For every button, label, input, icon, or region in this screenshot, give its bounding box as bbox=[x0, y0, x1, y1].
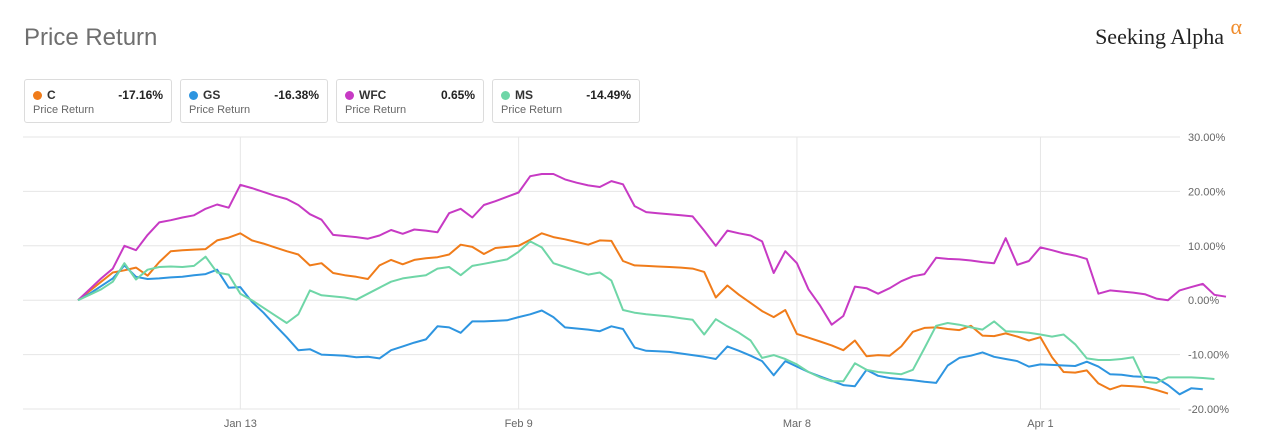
series-color-dot-icon bbox=[189, 91, 198, 100]
legend: C -17.16% Price Return GS -16.38% Price … bbox=[24, 79, 640, 123]
y-tick-label: -20.00% bbox=[1188, 404, 1229, 416]
y-tick-label: 30.00% bbox=[1188, 132, 1226, 144]
series-line-gs bbox=[77, 264, 1203, 396]
y-tick-label: -10.00% bbox=[1188, 350, 1229, 362]
legend-metric: Price Return bbox=[345, 104, 407, 116]
series-line-c bbox=[77, 232, 1169, 395]
alpha-logo-mark: α bbox=[1230, 14, 1242, 39]
legend-card-gs[interactable]: GS -16.38% Price Return bbox=[180, 79, 328, 123]
legend-card-c[interactable]: C -17.16% Price Return bbox=[24, 79, 172, 123]
legend-metric: Price Return bbox=[33, 104, 95, 116]
x-tick-label: Mar 8 bbox=[783, 418, 811, 430]
legend-value: -17.16% bbox=[118, 88, 163, 102]
x-tick-label: Apr 1 bbox=[1027, 418, 1053, 430]
page-title: Price Return bbox=[24, 24, 158, 51]
legend-card-ms[interactable]: MS -14.49% Price Return bbox=[492, 79, 640, 123]
legend-card-wfc[interactable]: WFC 0.65% Price Return bbox=[336, 79, 484, 123]
legend-value: -16.38% bbox=[274, 88, 319, 102]
legend-ticker: WFC bbox=[359, 88, 387, 102]
series-line-ms bbox=[77, 240, 1215, 384]
series-color-dot-icon bbox=[345, 91, 354, 100]
legend-ticker: GS bbox=[203, 88, 221, 102]
y-tick-label: 0.00% bbox=[1188, 295, 1219, 307]
x-tick-label: Feb 9 bbox=[505, 418, 533, 430]
legend-metric: Price Return bbox=[189, 104, 251, 116]
legend-value: 0.65% bbox=[440, 88, 475, 102]
legend-metric: Price Return bbox=[501, 104, 563, 116]
series-color-dot-icon bbox=[501, 91, 510, 100]
legend-ticker: MS bbox=[515, 88, 533, 102]
legend-value: -14.49% bbox=[586, 88, 631, 102]
x-tick-label: Jan 13 bbox=[224, 418, 257, 430]
y-tick-label: 10.00% bbox=[1188, 241, 1226, 253]
y-tick-label: 20.00% bbox=[1188, 186, 1226, 198]
series-line-wfc bbox=[77, 173, 1227, 326]
seeking-alpha-logo: Seeking Alpha bbox=[1095, 24, 1224, 49]
series-color-dot-icon bbox=[33, 91, 42, 100]
legend-ticker: C bbox=[47, 88, 56, 102]
